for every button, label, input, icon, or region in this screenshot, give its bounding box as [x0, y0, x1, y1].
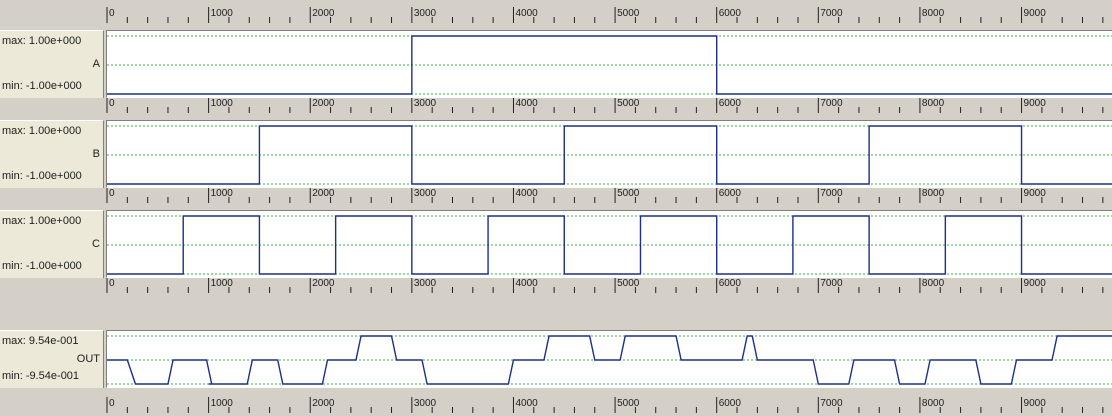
time-ruler[interactable]: 0 1000 2000 3000 4000 5000 6000 7000 8000 9000 — [106, 4, 1112, 26]
tick-label: 1000 — [211, 98, 234, 109]
tick-label: 2000 — [312, 278, 335, 289]
tick-label: 4000 — [515, 278, 538, 289]
max-label: max: 1.00e+000 — [2, 125, 82, 137]
min-label: min: -9.54e-001 — [2, 370, 80, 382]
signal-name: OUT — [76, 353, 100, 365]
tick-label: 4000 — [515, 8, 538, 19]
tick-label: 6000 — [719, 398, 742, 409]
tick-label: 9000 — [1024, 8, 1047, 19]
tick-label: 0 — [109, 98, 115, 109]
tick-label: 6000 — [719, 278, 742, 289]
tick-label: 3000 — [414, 98, 437, 109]
tick-label: 7000 — [820, 398, 843, 409]
tick-label: 0 — [109, 278, 115, 289]
tick-label: 1000 — [211, 8, 234, 19]
tick-label: 7000 — [820, 188, 843, 199]
tick-label: 5000 — [617, 98, 640, 109]
tick-label: 1000 — [211, 188, 234, 199]
signal-name: B — [92, 148, 100, 160]
tick-label: 3000 — [414, 8, 437, 19]
tick-label: 4000 — [515, 98, 538, 109]
waveform-c — [107, 215, 1112, 275]
time-ruler-svg: 0 1000 2000 3000 4000 5000 6000 7000 8000 9000 — [106, 397, 1104, 413]
time-ruler-svg: 0 1000 2000 3000 4000 5000 6000 7000 8000 9000 — [106, 277, 1104, 293]
tick-label: 8000 — [922, 98, 945, 109]
signal-name: C — [92, 238, 100, 250]
tick-label: 8000 — [922, 8, 945, 19]
tick-label: 5000 — [617, 278, 640, 289]
tick-label: 7000 — [820, 98, 843, 109]
tick-label: 4000 — [515, 398, 538, 409]
waveform-out — [107, 335, 1112, 385]
waveform-a — [107, 35, 1112, 95]
signal-plot-svg — [107, 35, 1112, 95]
tick-label: 1000 — [211, 398, 234, 409]
tick-label: 8000 — [922, 278, 945, 289]
signal-plot[interactable] — [106, 210, 1112, 278]
tick-label: 4000 — [515, 188, 538, 199]
signal-plot[interactable] — [106, 330, 1112, 388]
signal-plot-svg — [107, 125, 1112, 185]
time-ruler[interactable]: 0 1000 2000 3000 4000 5000 6000 7000 8000 9000 — [106, 274, 1112, 296]
tick-label: 6000 — [719, 8, 742, 19]
max-label: max: 9.54e-001 — [2, 335, 79, 347]
tick-label: 2000 — [312, 398, 335, 409]
tick-label: 7000 — [820, 8, 843, 19]
time-ruler[interactable]: 0 1000 2000 3000 4000 5000 6000 7000 8000 9000 — [106, 184, 1112, 206]
signal-plot[interactable] — [106, 30, 1112, 98]
tick-label: 6000 — [719, 98, 742, 109]
min-label: min: -1.00e+000 — [2, 80, 82, 92]
tick-label: 2000 — [312, 98, 335, 109]
tick-label: 8000 — [922, 398, 945, 409]
tick-label: 7000 — [820, 278, 843, 289]
tick-label: 1000 — [211, 278, 234, 289]
tick-label: 8000 — [922, 188, 945, 199]
tick-label: 3000 — [414, 398, 437, 409]
max-label: max: 1.00e+000 — [2, 215, 82, 227]
time-ruler[interactable]: 0 1000 2000 3000 4000 5000 6000 7000 8000 9000 — [106, 394, 1112, 416]
signal-plot[interactable] — [106, 120, 1112, 188]
tick-label: 2000 — [312, 8, 335, 19]
tick-label: 9000 — [1024, 188, 1047, 199]
time-ruler[interactable]: 0 1000 2000 3000 4000 5000 6000 7000 8000 9000 — [106, 94, 1112, 116]
time-ruler-svg: 0 1000 2000 3000 4000 5000 6000 7000 8000 9000 — [106, 7, 1104, 23]
signal-name: A — [92, 58, 100, 70]
waveform-b — [107, 125, 1112, 185]
tick-label: 5000 — [617, 188, 640, 199]
signal-label-panel[interactable]: max: 9.54e-001 OUT min: -9.54e-001 — [0, 330, 104, 388]
time-ruler-svg: 0 1000 2000 3000 4000 5000 6000 7000 8000 9000 — [106, 187, 1104, 203]
tick-label: 5000 — [617, 8, 640, 19]
min-label: min: -1.00e+000 — [2, 260, 82, 272]
tick-label: 9000 — [1024, 98, 1047, 109]
min-label: min: -1.00e+000 — [2, 170, 82, 182]
tick-label: 9000 — [1024, 398, 1047, 409]
tick-label: 0 — [109, 398, 115, 409]
tick-label: 3000 — [414, 278, 437, 289]
tick-label: 5000 — [617, 398, 640, 409]
tick-label: 9000 — [1024, 278, 1047, 289]
tick-label: 0 — [109, 188, 115, 199]
signal-plot-svg — [107, 215, 1112, 275]
tick-label: 6000 — [719, 188, 742, 199]
tick-label: 2000 — [312, 188, 335, 199]
signal-plot-svg — [107, 335, 1112, 385]
time-ruler-svg: 0 1000 2000 3000 4000 5000 6000 7000 8000 9000 — [106, 97, 1104, 113]
tick-label: 3000 — [414, 188, 437, 199]
max-label: max: 1.00e+000 — [2, 35, 82, 47]
tick-label: 0 — [109, 8, 115, 19]
